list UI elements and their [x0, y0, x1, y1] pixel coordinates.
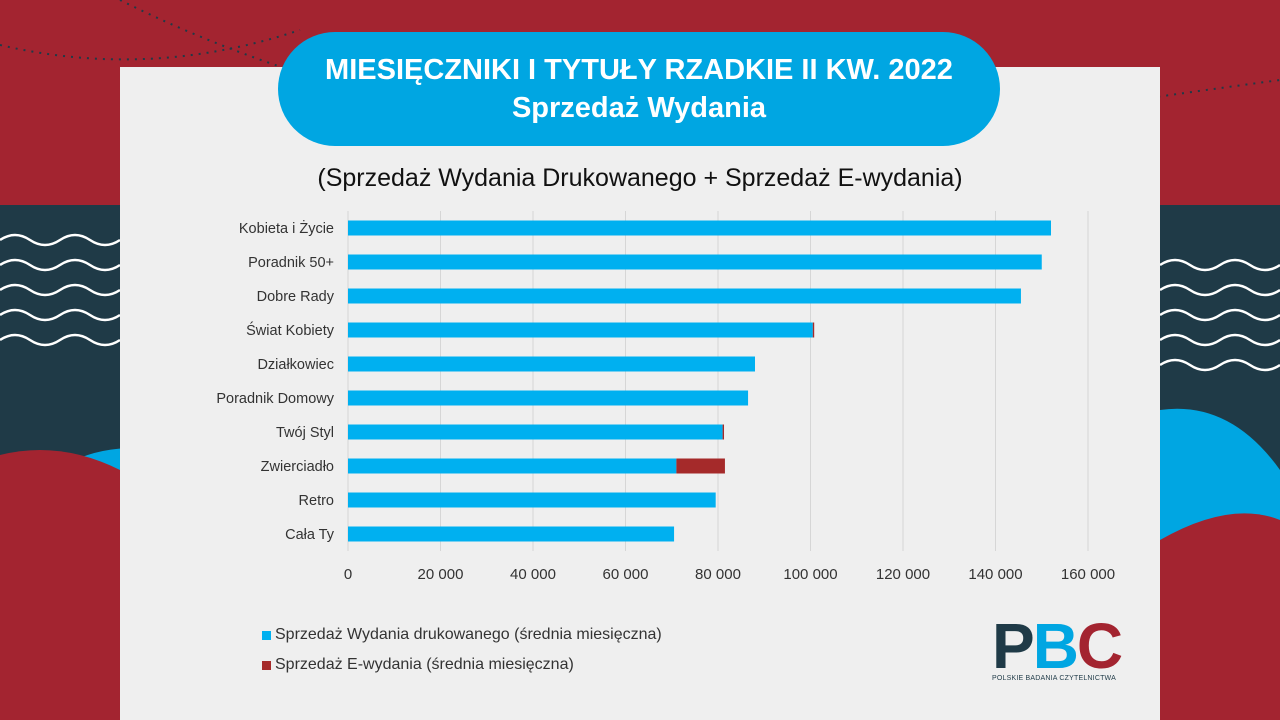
bar-print [348, 356, 755, 372]
title-line-2: Sprzedaż Wydania [511, 92, 767, 124]
category-label: Dobre Rady [257, 289, 335, 305]
legend-swatch-ebook [262, 660, 271, 670]
category-label: Zwierciadło [261, 459, 334, 475]
legend-swatch-print [262, 630, 271, 640]
x-tick-label: 160 000 [1061, 566, 1115, 583]
category-label: Poradnik 50+ [248, 255, 334, 271]
bar-print [348, 424, 723, 440]
logo-letter-p: P [992, 610, 1035, 682]
category-label: Kobieta i Życie [239, 219, 334, 237]
bar-ebook [812, 322, 815, 338]
x-tick-label: 40 000 [510, 566, 556, 583]
x-tick-label: 0 [344, 566, 352, 583]
bar-print [348, 322, 813, 338]
bar-print [348, 254, 1042, 270]
x-tick-label: 80 000 [695, 566, 741, 583]
x-tick-label: 60 000 [603, 566, 649, 583]
x-tick-label: 100 000 [783, 566, 837, 583]
x-tick-label: 120 000 [876, 566, 930, 583]
category-label: Twój Styl [276, 425, 334, 441]
bar-print [348, 492, 716, 508]
chart-subtitle: (Sprzedaż Wydania Drukowanego + Sprzedaż… [317, 164, 963, 192]
bar-print [348, 458, 677, 474]
x-tick-label: 140 000 [968, 566, 1022, 583]
bar-chart: 0 20 000 40 000 60 000 80 000 100 000 120 000 1… [216, 211, 1115, 583]
x-tick-label: 20 000 [418, 566, 464, 583]
category-label: Działkowiec [257, 357, 334, 373]
logo-letter-b: B [1032, 610, 1079, 682]
title-line-1: MIESIĘCZNIKI I TYTUŁY RZADKIE II KW. 202… [325, 54, 953, 86]
bar-print [348, 288, 1021, 304]
title-banner: MIESIĘCZNIKI I TYTUŁY RZADKIE II KW. 202… [278, 32, 1000, 146]
category-label: Poradnik Domowy [216, 391, 334, 407]
category-label: Retro [299, 493, 334, 509]
legend-label-ebook: Sprzedaż E-wydania (średnia miesięczna) [275, 656, 574, 673]
chart-legend: Sprzedaż Wydania drukowanego (średnia mi… [262, 620, 662, 680]
pbc-logo: PBC POLSKIE BADANIA CZYTELNICTWA [992, 614, 1123, 685]
logo-letter-c: C [1076, 610, 1123, 682]
logo-tagline: POLSKIE BADANIA CZYTELNICTWA [992, 675, 1116, 682]
legend-label-print: Sprzedaż Wydania drukowanego (średnia mi… [275, 626, 662, 643]
bar-print [348, 390, 749, 406]
bar-print [348, 526, 675, 542]
category-label: Cała Ty [285, 527, 335, 543]
legend-item-print: Sprzedaż Wydania drukowanego (średnia mi… [262, 620, 662, 650]
bar-ebook [722, 424, 725, 440]
bar-ebook [676, 458, 725, 474]
legend-item-ebook: Sprzedaż E-wydania (średnia miesięczna) [262, 650, 662, 680]
bar-print [348, 220, 1051, 236]
category-label: Świat Kobiety [246, 321, 335, 339]
